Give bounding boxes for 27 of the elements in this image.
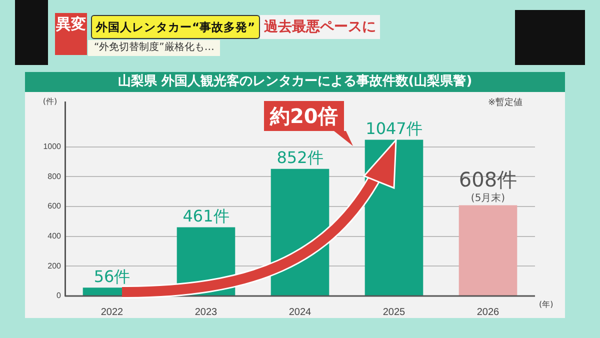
data-label: 852件: [276, 148, 324, 168]
y-tick-label: 800: [48, 172, 62, 181]
y-tick-label: 0: [56, 291, 62, 300]
y-tick-label: 600: [48, 202, 62, 211]
x-tick-label: 2025: [382, 306, 406, 318]
data-label: 1047件: [366, 118, 422, 138]
text: “外免切替制度”厳格化も…: [88, 40, 220, 56]
y-tick-label: 200: [48, 261, 62, 270]
x-tick-label: 2022: [100, 306, 124, 318]
annotation: ※暫定値: [488, 96, 523, 109]
x-axis-title: (年): [539, 300, 554, 310]
bar: [458, 205, 518, 296]
text: 異変: [55, 13, 87, 55]
text: 過去最悪ペースに: [260, 15, 380, 39]
y-axis-title: (件): [42, 97, 58, 106]
annotation: 約20倍: [264, 101, 344, 131]
text: 外国人レンタカー“事故多発”: [91, 15, 260, 39]
y-tick-label: 1000: [43, 142, 62, 151]
x-tick-label: 2026: [476, 306, 500, 318]
data-label: 608件: [458, 167, 518, 192]
data-label: 56件: [94, 266, 130, 286]
y-tick-label: 400: [48, 232, 62, 241]
x-tick-label: 2024: [288, 306, 312, 318]
data-label: 461件: [182, 206, 230, 226]
chart-title: 山梨県 外国人観光客のレンタカーによる事故件数(山梨県警): [25, 72, 565, 92]
x-tick-label: 2023: [194, 306, 218, 318]
annotation: (5月末): [470, 192, 506, 204]
